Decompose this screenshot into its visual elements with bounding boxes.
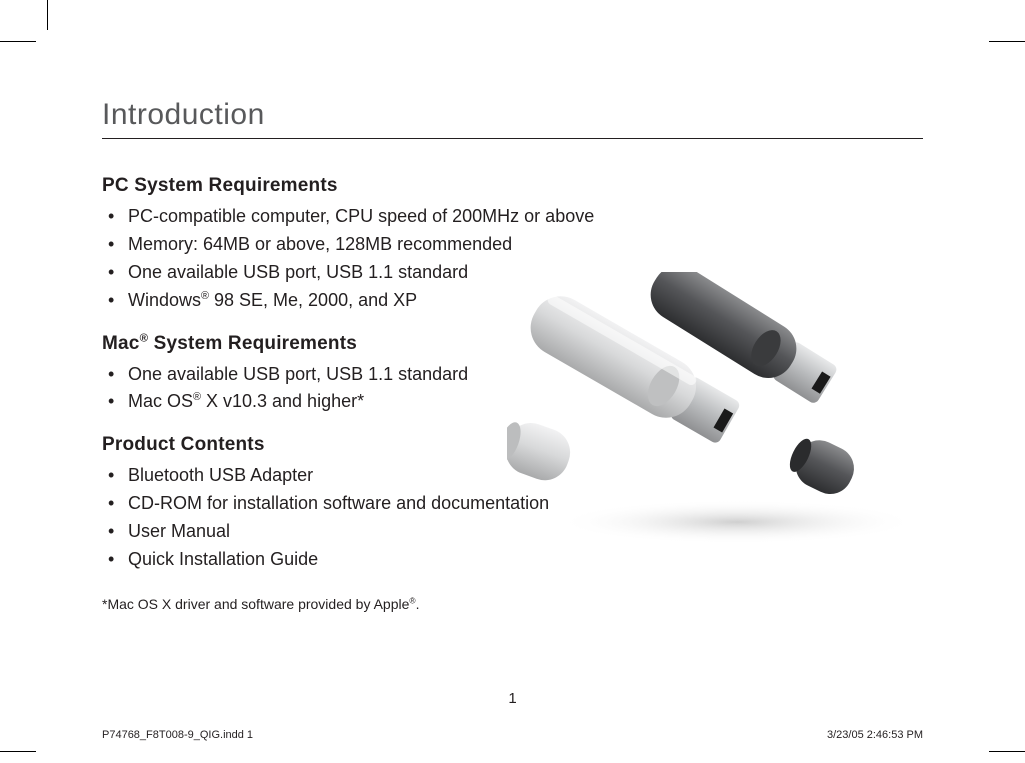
pc-requirements-list: PC-compatible computer, CPU speed of 200… — [102, 203, 923, 315]
list-item: Quick Installation Guide — [128, 546, 923, 574]
footnote: *Mac OS X driver and software provided b… — [102, 596, 923, 612]
list-item: One available USB port, USB 1.1 standard — [128, 259, 923, 287]
section-heading-mac: Mac® System Requirements — [102, 333, 923, 355]
section-heading-pc: PC System Requirements — [102, 175, 923, 197]
list-item: One available USB port, USB 1.1 standard — [128, 361, 923, 389]
list-item: User Manual — [128, 518, 923, 546]
section-heading-contents: Product Contents — [102, 434, 923, 456]
list-item: Bluetooth USB Adapter — [128, 462, 923, 490]
slug-datetime: 3/23/05 2:46:53 PM — [827, 729, 923, 741]
slug-line: P74768_F8T008-9_QIG.indd 1 3/23/05 2:46:… — [102, 729, 923, 741]
list-item: Memory: 64MB or above, 128MB recommended — [128, 231, 923, 259]
page-title: Introduction — [102, 98, 923, 132]
heading-text-post: System Requirements — [148, 333, 357, 354]
mac-requirements-list: One available USB port, USB 1.1 standard… — [102, 361, 923, 417]
list-item: CD-ROM for installation software and doc… — [128, 490, 923, 518]
list-item: Windows® 98 SE, Me, 2000, and XP — [128, 287, 923, 315]
page-content: Introduction PC System Requirements PC-c… — [48, 42, 977, 751]
list-item: Mac OS® X v10.3 and higher* — [128, 388, 923, 416]
list-item-text: Windows® 98 SE, Me, 2000, and XP — [128, 290, 417, 310]
footnote-text-post: . — [416, 596, 420, 612]
crop-mark — [0, 751, 36, 752]
product-contents-list: Bluetooth USB Adapter CD-ROM for install… — [102, 462, 923, 574]
page-number: 1 — [48, 690, 977, 707]
footnote-text-pre: *Mac OS X driver and software provided b… — [102, 596, 409, 612]
title-rule — [102, 138, 923, 139]
crop-mark — [0, 41, 36, 42]
list-item-text: Mac OS® X v10.3 and higher* — [128, 391, 364, 411]
slug-file: P74768_F8T008-9_QIG.indd 1 — [102, 729, 253, 741]
list-item: PC-compatible computer, CPU speed of 200… — [128, 203, 923, 231]
crop-mark — [989, 751, 1025, 752]
registered-mark: ® — [140, 332, 149, 344]
crop-mark — [47, 0, 48, 30]
heading-text-pre: Mac — [102, 333, 140, 354]
crop-mark — [989, 41, 1025, 42]
